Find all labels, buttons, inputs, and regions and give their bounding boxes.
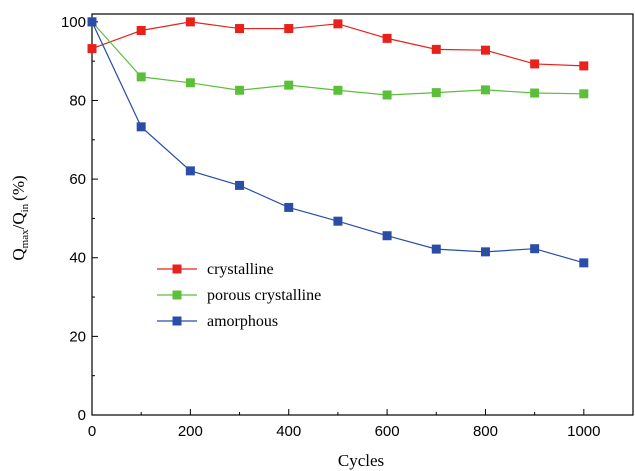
y-axis-title-sub-in: in: [19, 203, 31, 212]
data-point-crystalline: [382, 33, 392, 43]
data-point-crystalline: [185, 17, 195, 27]
data-point-crystalline: [87, 44, 97, 54]
data-point-porous-crystalline: [333, 85, 343, 95]
legend-marker: [172, 290, 182, 300]
y-tick-label: 0: [78, 407, 86, 424]
data-point-porous-crystalline: [382, 90, 392, 100]
data-point-crystalline: [136, 26, 146, 36]
y-axis: 0 20 40 60 80 100: [61, 14, 98, 424]
series-line-crystalline: [91, 21, 584, 67]
data-point-crystalline: [431, 44, 441, 54]
data-point-porous-crystalline: [284, 80, 294, 90]
data-point-amorphous: [185, 166, 195, 176]
data-point-porous-crystalline: [136, 72, 146, 82]
data-point-amorphous: [382, 231, 392, 241]
data-point-crystalline: [480, 45, 490, 55]
data-point-amorphous: [530, 244, 540, 254]
data-point-porous-crystalline: [480, 85, 490, 95]
data-point-amorphous: [87, 17, 97, 27]
y-tick-label: 60: [69, 171, 86, 188]
series-layer: [87, 17, 589, 268]
data-point-amorphous: [480, 247, 490, 257]
y-tick-label: 80: [69, 92, 86, 109]
y-axis-title: Qmax/Qin (%): [9, 175, 31, 260]
data-point-crystalline: [333, 19, 343, 29]
data-point-porous-crystalline: [530, 88, 540, 98]
data-point-amorphous: [431, 244, 441, 254]
legend-marker: [172, 264, 182, 274]
data-point-amorphous: [235, 180, 245, 190]
legend-label: amorphous: [207, 313, 278, 330]
data-point-amorphous: [284, 202, 294, 212]
data-point-porous-crystalline: [235, 85, 245, 95]
x-axis-title: Cycles: [338, 451, 384, 470]
x-tick-label: 800: [473, 423, 498, 440]
data-point-crystalline: [530, 59, 540, 69]
plot-border: [91, 13, 634, 416]
y-axis-title-sub-max: max: [19, 229, 31, 248]
data-point-porous-crystalline: [579, 89, 589, 99]
x-tick-label: 600: [375, 423, 400, 440]
y-axis-title-q: Q: [9, 248, 28, 260]
x-axis: 0 200 400 600 800 1000: [88, 409, 634, 440]
y-tick-label: 100: [61, 14, 86, 31]
x-tick-label: 400: [276, 423, 301, 440]
x-tick-label: 0: [88, 423, 96, 440]
x-tick-label: 200: [178, 423, 203, 440]
legend-label: porous crystalline: [207, 287, 321, 304]
data-point-amorphous: [579, 258, 589, 268]
data-point-crystalline: [579, 61, 589, 71]
data-point-amorphous: [333, 216, 343, 226]
x-tick-label: 1000: [567, 423, 600, 440]
legend-marker: [172, 316, 182, 326]
y-tick-label: 40: [69, 250, 86, 267]
data-point-porous-crystalline: [185, 78, 195, 88]
legend-label: crystalline: [207, 261, 274, 278]
legend: crystalline porous crystalline amorphous: [157, 261, 321, 330]
y-axis-title-unit: (%): [9, 175, 28, 200]
series-line-amorphous: [91, 21, 584, 264]
data-point-porous-crystalline: [431, 88, 441, 98]
y-axis-title-sep: /Q: [9, 212, 28, 229]
series-line-porous-crystalline: [91, 21, 584, 96]
data-point-amorphous: [136, 122, 146, 132]
data-point-crystalline: [284, 24, 294, 34]
data-point-crystalline: [235, 24, 245, 34]
y-tick-label: 20: [69, 328, 86, 345]
plot-area: [91, 13, 634, 416]
